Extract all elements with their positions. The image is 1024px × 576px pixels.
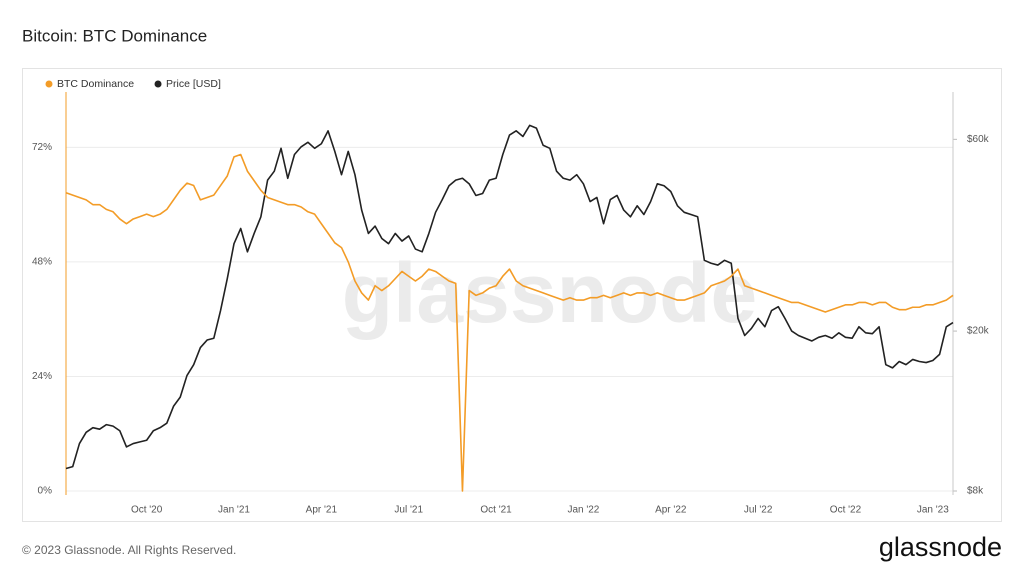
y-tick-label: 72% — [32, 142, 52, 153]
legend-label: BTC Dominance — [57, 78, 134, 90]
copyright: © 2023 Glassnode. All Rights Reserved. — [22, 543, 236, 557]
x-tick-label: Jan '23 — [917, 505, 949, 516]
x-tick-label: Oct '22 — [830, 505, 862, 516]
y-tick-label: 24% — [32, 371, 52, 382]
logo: glassnode — [879, 532, 1002, 562]
y-tick-label: 0% — [38, 486, 53, 497]
x-tick-label: Jul '22 — [744, 505, 773, 516]
x-tick-label: Jul '21 — [394, 505, 423, 516]
legend-marker — [45, 80, 53, 88]
legend-label: Price [USD] — [166, 78, 221, 90]
series-line — [65, 124, 954, 470]
watermark: glassnode — [342, 246, 757, 340]
y-tick-label: 48% — [32, 257, 52, 268]
chart-title: Bitcoin: BTC Dominance — [22, 26, 207, 45]
y2-tick-label: $8k — [967, 486, 984, 497]
x-tick-label: Jan '22 — [567, 505, 599, 516]
x-tick-label: Apr '22 — [655, 505, 687, 516]
x-tick-label: Oct '20 — [131, 505, 163, 516]
y2-tick-label: $20k — [967, 326, 990, 337]
chart-frame — [22, 68, 1002, 522]
y2-tick-label: $60k — [967, 134, 990, 145]
x-tick-label: Apr '21 — [306, 505, 338, 516]
legend-marker — [154, 80, 162, 88]
x-tick-label: Oct '21 — [480, 505, 512, 516]
series-line — [65, 153, 954, 492]
x-tick-label: Jan '21 — [218, 505, 250, 516]
